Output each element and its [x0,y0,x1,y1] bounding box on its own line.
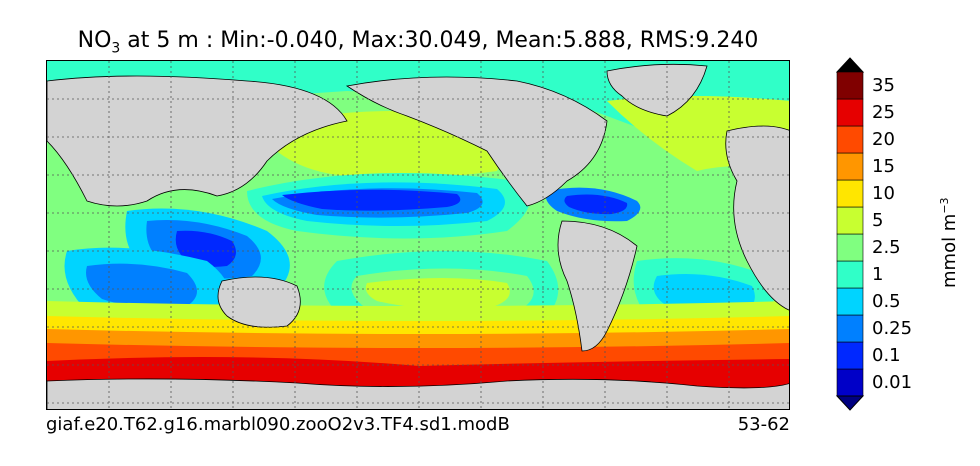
colorbar-swatch [836,368,864,397]
title-variable: NO [77,28,112,53]
australia [217,276,301,328]
colorbar-swatch [836,152,864,181]
south-america [557,220,638,352]
africa-europe [725,125,789,311]
antarctica [47,378,789,409]
colorbar-swatch [836,314,864,343]
map-canvas [47,61,789,409]
colorbar-swatch [836,179,864,208]
colorbar-tick-label: 0.01 [872,371,913,393]
years-label: 53-62 [737,414,790,435]
caribbean-low [564,194,628,215]
colorbar-under-arrow [836,395,865,411]
colorbar-swatch [836,125,864,154]
colorbar-swatch [836,287,864,316]
colorbar-tick-label: 35 [872,74,895,96]
colorbar-ticks: 0.01 0.1 0.25 0.5 1 2.5 5 10 15 20 25 35 [872,60,942,406]
north-pacific-gyre-low [282,189,461,211]
colorbar-unit-label: mmol m−3 [938,197,960,288]
colorbar-swatch [836,71,864,100]
plot-title: NO3 at 5 m : Min:-0.040, Max:30.049, Mea… [0,28,836,56]
colorbar-tick-label: 0.5 [872,290,901,312]
colorbar-tick-label: 0.1 [872,344,901,366]
north-america [345,76,608,207]
colorbar-tick-label: 5 [872,209,884,231]
south-pacific-gyre-yellowgreen [365,278,510,309]
colorbar-tick-label: 20 [872,128,895,150]
colorbar-swatch [836,233,864,262]
title-stats: at 5 m : Min:-0.040, Max:30.049, Mean:5.… [120,28,759,53]
colorbar-swatch [836,341,864,370]
colorbar-tick-label: 2.5 [872,236,901,258]
colorbar-tick-label: 10 [872,182,895,204]
case-name-label: giaf.e20.T62.g16.marbl090.zooO2v3.TF4.sd… [46,414,510,435]
title-variable-subscript: 3 [111,40,121,57]
eurasia [47,75,348,207]
indian-ocean-mid [86,263,197,308]
colorbar-swatch [836,260,864,289]
colorbar-swatch [836,98,864,127]
greenland [606,63,708,117]
colorbar-tick-label: 25 [872,101,895,123]
colorbar-unit-main: mmol m [939,213,960,288]
graticule [47,61,789,409]
colorbar-unit-sup: −3 [938,197,951,214]
colorbar-over-arrow [836,57,865,73]
colorbar-tick-label: 15 [872,155,895,177]
colorbar [836,57,865,411]
northern-cyan-band [47,61,789,131]
map-panel [46,60,790,410]
colorbar-swatch [836,206,864,235]
colorbar-tick-label: 0.25 [872,317,913,339]
colorbar-tick-label: 1 [872,263,884,285]
